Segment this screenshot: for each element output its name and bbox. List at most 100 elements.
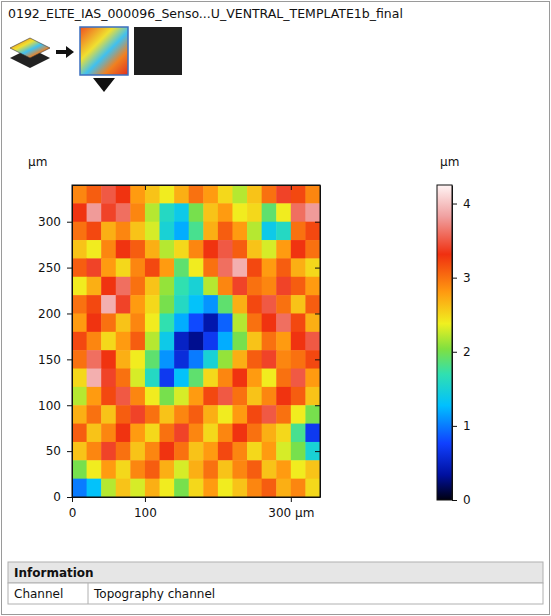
heatmap-cell xyxy=(218,240,233,259)
heatmap-cell xyxy=(130,332,145,351)
heatmap-cell xyxy=(87,460,102,479)
tick: 100 xyxy=(38,399,72,413)
heatmap-cell xyxy=(203,185,218,204)
heatmap-cell xyxy=(130,424,145,443)
heatmap-cell xyxy=(101,332,116,351)
heatmap-cell xyxy=(218,387,233,406)
heatmap-cell xyxy=(291,203,306,222)
heatmap-cell xyxy=(247,240,262,259)
heatmap-cell xyxy=(116,295,131,314)
heatmap-cell xyxy=(116,424,131,443)
heatmap-cell xyxy=(116,277,131,296)
heatmap-cell xyxy=(160,240,175,259)
heatmap-cell xyxy=(160,295,175,314)
heatmap-cell xyxy=(160,405,175,424)
heatmap-cell xyxy=(262,387,277,406)
heatmap-cell xyxy=(174,332,189,351)
heatmap-cell xyxy=(116,332,131,351)
table-cell: Topography channel xyxy=(93,587,215,601)
heatmap-cell xyxy=(72,240,87,259)
heatmap-cell xyxy=(262,203,277,222)
tick xyxy=(315,222,320,223)
heatmap-cell xyxy=(130,479,145,497)
tick-label: 200 xyxy=(38,307,61,321)
heatmap-cell xyxy=(262,479,277,497)
heatmap-cell xyxy=(276,295,291,314)
tick-mark xyxy=(67,268,72,269)
heatmap-cell xyxy=(145,277,160,296)
heatmap-cell xyxy=(174,240,189,259)
heatmap-cell xyxy=(218,222,233,241)
heatmap-cell xyxy=(116,203,131,222)
heatmap-cell xyxy=(262,240,277,259)
colorbar-axis: 01234 xyxy=(452,186,471,508)
heatmap-cell xyxy=(262,258,277,277)
heatmap-cell xyxy=(232,387,247,406)
heatmap-cell xyxy=(305,350,320,369)
heatmap-cell xyxy=(189,479,204,497)
heatmap-cell xyxy=(174,350,189,369)
heatmap-cell xyxy=(218,424,233,443)
information-table: InformationChannelTopography channel xyxy=(8,562,543,604)
heatmap-cell xyxy=(189,460,204,479)
heatmap-cell xyxy=(305,258,320,277)
heatmap-cell xyxy=(189,442,204,461)
heatmap-cell xyxy=(189,369,204,388)
heatmap-cell xyxy=(145,203,160,222)
tick: 50 xyxy=(46,444,72,458)
heatmap-cell xyxy=(291,479,306,497)
table-cell: Channel xyxy=(14,587,63,601)
heatmap-cell xyxy=(291,222,306,241)
heatmap-cell xyxy=(174,442,189,461)
heatmap-cell xyxy=(276,350,291,369)
axis-line xyxy=(452,186,453,501)
heatmap-cell xyxy=(291,405,306,424)
heatmap-cell xyxy=(174,313,189,332)
heatmap-cell xyxy=(189,203,204,222)
heatmap-cell xyxy=(160,277,175,296)
heatmap-cell xyxy=(203,479,218,497)
heatmap-cell xyxy=(218,185,233,204)
heatmap-cell xyxy=(72,387,87,406)
heatmap-cell xyxy=(218,350,233,369)
heatmap-cell xyxy=(262,350,277,369)
heatmap-cell xyxy=(203,203,218,222)
heatmap-cell xyxy=(87,185,102,204)
tick xyxy=(315,359,320,360)
heatmap-cell xyxy=(232,369,247,388)
tick xyxy=(315,313,320,314)
heatmap-cell xyxy=(262,295,277,314)
heatmap-cell xyxy=(305,479,320,497)
heatmap-cell xyxy=(247,405,262,424)
heatmap-cell xyxy=(101,295,116,314)
heatmap-cell xyxy=(305,240,320,259)
heatmap-cell xyxy=(203,460,218,479)
heatmap-cell xyxy=(101,222,116,241)
heatmap-cell xyxy=(101,369,116,388)
heatmap-cell xyxy=(145,405,160,424)
heatmap-cell xyxy=(101,387,116,406)
heatmap-cell xyxy=(305,460,320,479)
tick-mark xyxy=(67,451,72,452)
heatmap-cell xyxy=(174,460,189,479)
heatmap-cell xyxy=(160,258,175,277)
heatmap-cell xyxy=(247,295,262,314)
tick-label: 0 xyxy=(69,506,77,520)
x-axis-top xyxy=(73,185,321,190)
heatmap-cell xyxy=(276,240,291,259)
heatmap-cell xyxy=(232,405,247,424)
tick-mark xyxy=(315,359,320,360)
heatmap-cell xyxy=(247,277,262,296)
heatmap-cell xyxy=(218,460,233,479)
heatmap-cell xyxy=(218,258,233,277)
tick-mark xyxy=(452,500,457,501)
colorbar-unit: µm xyxy=(440,155,459,169)
tick: 100 xyxy=(134,497,157,520)
heatmap-cell xyxy=(130,313,145,332)
heatmap-cell xyxy=(291,442,306,461)
tick-mark xyxy=(452,352,457,353)
x-axis: 0100300 µm xyxy=(69,497,321,520)
heatmap-cell xyxy=(189,424,204,443)
heatmap-cell xyxy=(160,387,175,406)
heatmap-cell xyxy=(160,424,175,443)
